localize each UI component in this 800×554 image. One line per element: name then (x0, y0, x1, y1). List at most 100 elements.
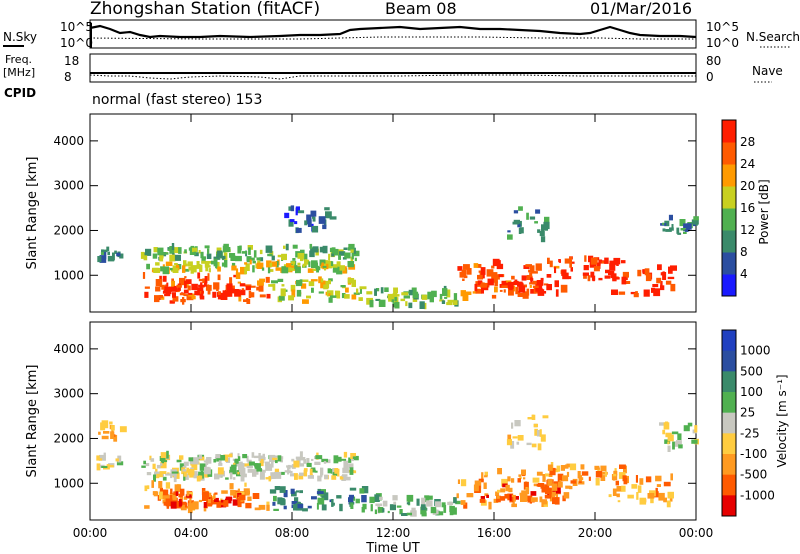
x-tick-label: 16:00 (477, 526, 512, 540)
data-cell (291, 265, 295, 268)
data-cell (268, 284, 273, 287)
data-cell (326, 260, 332, 269)
data-cell (199, 463, 206, 471)
data-cell (543, 283, 549, 286)
data-cell (226, 283, 233, 291)
data-cell (441, 502, 446, 508)
data-cell (268, 269, 274, 272)
data-cell (182, 268, 190, 272)
data-cell (238, 494, 246, 501)
data-cell (113, 434, 116, 437)
data-cell (535, 263, 542, 271)
data-cell (157, 247, 164, 256)
data-cell (507, 434, 512, 440)
data-cell (192, 471, 198, 477)
data-cell (272, 457, 278, 461)
data-cell (430, 506, 437, 514)
data-cell (658, 492, 665, 501)
data-cell (548, 491, 552, 498)
data-cell (523, 284, 527, 288)
data-cell (489, 269, 493, 273)
data-cell (309, 468, 313, 477)
colorbar-swatch (722, 230, 736, 253)
data-cell (296, 289, 302, 297)
data-cell (116, 252, 121, 257)
data-cell (547, 257, 550, 264)
data-cell (290, 473, 296, 477)
data-cell (481, 472, 484, 480)
data-cell (170, 488, 173, 494)
noise-search-series (89, 36, 696, 40)
data-cell (544, 495, 551, 499)
data-cell (333, 455, 339, 464)
colorbar-swatch (722, 120, 736, 143)
data-cell (535, 209, 541, 214)
data-cell (459, 271, 466, 278)
data-cell (616, 486, 623, 492)
data-cell (203, 256, 206, 260)
data-cell (537, 289, 545, 296)
data-cell (491, 294, 497, 299)
data-cell (555, 289, 559, 297)
data-cell (353, 250, 360, 257)
data-cell (484, 493, 489, 497)
data-cell (558, 259, 561, 262)
data-cell (183, 260, 187, 267)
data-cell (337, 456, 342, 462)
noise-left-tick-bottom: 10^0 (60, 36, 93, 50)
data-cell (184, 249, 187, 254)
colorbar-swatch (722, 412, 736, 434)
data-cell (612, 277, 617, 282)
data-cell (145, 463, 150, 467)
data-cell (511, 275, 515, 280)
data-cell (302, 279, 309, 282)
date-label: 01/Mar/2016 (590, 0, 692, 18)
data-cell (290, 284, 296, 292)
data-cell (223, 243, 229, 251)
data-cell (241, 288, 245, 291)
data-cell (298, 474, 304, 480)
data-cell (652, 284, 659, 288)
data-cell (217, 467, 224, 475)
data-cell (387, 510, 390, 514)
data-cell (465, 291, 472, 295)
data-cell (502, 483, 508, 488)
data-cell (269, 489, 277, 494)
data-cell (379, 496, 383, 500)
data-cell (352, 456, 358, 460)
data-cell (179, 277, 186, 286)
data-cell (271, 261, 277, 267)
data-cell (333, 248, 339, 256)
data-cell (480, 267, 486, 275)
data-cell (455, 500, 461, 505)
data-cell (259, 458, 264, 467)
data-cell (662, 222, 665, 225)
data-cell (192, 457, 199, 465)
data-cell (119, 253, 124, 259)
colorbar-frame (721, 119, 737, 297)
data-cell (188, 292, 193, 295)
data-cell (520, 495, 527, 502)
data-cell (220, 455, 226, 461)
data-cell (496, 263, 504, 270)
data-cell (551, 483, 558, 491)
data-cell (146, 250, 151, 256)
data-cell (583, 265, 589, 271)
data-cell (277, 254, 282, 258)
data-cell (228, 287, 231, 294)
data-cell (517, 478, 521, 483)
data-cell (499, 289, 503, 292)
data-cell (230, 255, 236, 261)
data-cell (221, 490, 228, 494)
data-cell (107, 255, 115, 262)
data-cell (639, 497, 647, 505)
data-cell (507, 281, 514, 289)
data-cell (332, 468, 336, 476)
data-cell (259, 249, 263, 255)
data-cell (480, 500, 487, 506)
data-cell (595, 478, 600, 486)
data-cell (421, 497, 426, 506)
data-cell (314, 470, 318, 473)
data-cell (604, 471, 607, 477)
data-cell (183, 294, 189, 297)
